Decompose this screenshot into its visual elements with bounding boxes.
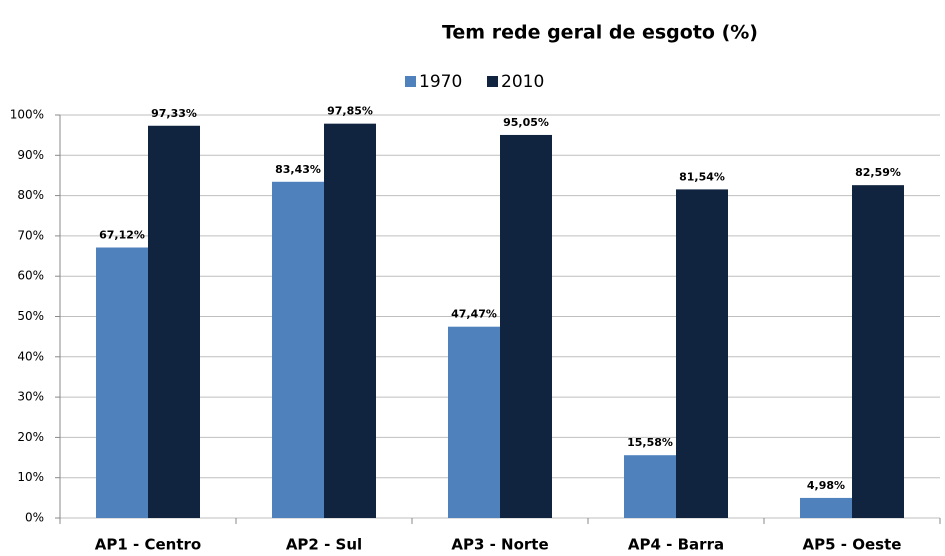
bar xyxy=(676,189,728,518)
legend-swatch xyxy=(405,76,416,87)
y-tick-label: 100% xyxy=(10,108,44,122)
bar xyxy=(624,455,676,518)
value-label: 83,43% xyxy=(275,163,321,176)
bar xyxy=(148,125,200,518)
x-tick-label: AP3 - Norte xyxy=(451,536,548,554)
value-label: 15,58% xyxy=(627,436,673,449)
value-label: 4,98% xyxy=(807,479,845,492)
x-tick-label: AP4 - Barra xyxy=(628,536,724,554)
value-label: 81,54% xyxy=(679,170,725,183)
bar xyxy=(500,134,552,519)
bar xyxy=(324,123,376,519)
value-label: 82,59% xyxy=(855,166,901,179)
y-tick-label: 0% xyxy=(25,511,44,525)
x-tick-label: AP2 - Sul xyxy=(286,536,362,554)
bar xyxy=(96,247,148,518)
x-tick-label: AP5 - Oeste xyxy=(803,536,902,554)
y-tick-label: 60% xyxy=(17,269,44,283)
y-tick-label: 10% xyxy=(17,470,44,484)
y-tick-label: 30% xyxy=(17,390,44,404)
chart-title: Tem rede geral de esgoto (%) xyxy=(442,22,758,44)
y-tick-label: 80% xyxy=(17,188,44,202)
value-label: 97,85% xyxy=(327,105,373,118)
value-label: 47,47% xyxy=(451,308,497,321)
bar xyxy=(272,181,324,518)
x-tick-label: AP1 - Centro xyxy=(95,536,201,554)
y-tick-label: 20% xyxy=(17,430,44,444)
bar xyxy=(800,497,852,518)
y-tick-label: 90% xyxy=(17,148,44,162)
y-tick-label: 70% xyxy=(17,228,44,242)
y-tick-label: 50% xyxy=(17,309,44,323)
legend-swatch xyxy=(487,76,498,87)
legend-label: 1970 xyxy=(419,72,462,92)
legend-label: 2010 xyxy=(501,72,544,92)
y-tick-label: 40% xyxy=(17,349,44,363)
value-label: 97,33% xyxy=(151,107,197,120)
value-label: 67,12% xyxy=(99,229,145,242)
value-label: 95,05% xyxy=(503,116,549,129)
bar xyxy=(852,185,904,518)
bar xyxy=(448,326,500,518)
